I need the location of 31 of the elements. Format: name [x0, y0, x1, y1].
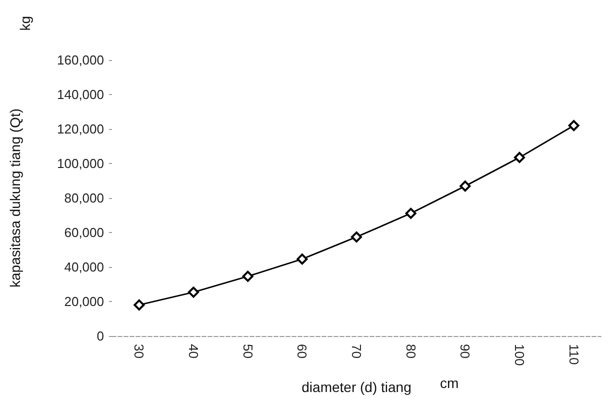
point — [460, 180, 471, 192]
y-tick-label: 160,000 — [57, 52, 104, 68]
y-tick-label: 40,000 — [64, 260, 104, 274]
point — [405, 208, 416, 219]
x-tick-label: 80 — [403, 344, 418, 358]
x-tick-label: 30 — [132, 344, 147, 358]
x-tick-label: 50 — [240, 344, 256, 358]
x-tick-label: 90 — [458, 344, 473, 358]
point — [296, 254, 308, 265]
y-tick-label: 120,000 — [57, 122, 104, 136]
y-axis-title: kapasitasa dukung tiang (Qt) — [7, 108, 23, 288]
x-tick-label: 100 — [512, 344, 527, 366]
point — [568, 120, 580, 132]
x-axis-title: diameter (d) tiang — [302, 379, 412, 395]
point — [514, 152, 525, 163]
text: kg — [17, 16, 33, 31]
point — [351, 231, 362, 242]
y-tick-label: 0 — [96, 328, 104, 344]
x-tick-label: 110 — [566, 344, 582, 365]
y-tick-label: 20,000 — [64, 294, 104, 309]
point — [134, 299, 145, 310]
y-tick-label: 80,000 — [64, 190, 104, 206]
x-tick-label: 60 — [294, 344, 310, 358]
point — [188, 286, 199, 298]
y-tick-label: 100,000 — [57, 156, 104, 171]
text: cm — [440, 375, 459, 391]
y-tick-label: 140,000 — [57, 87, 104, 102]
x-tick-label: 40 — [186, 344, 201, 358]
point — [242, 270, 254, 282]
y-tick-label: 60,000 — [64, 225, 104, 240]
x-tick-label: 70 — [349, 344, 364, 358]
